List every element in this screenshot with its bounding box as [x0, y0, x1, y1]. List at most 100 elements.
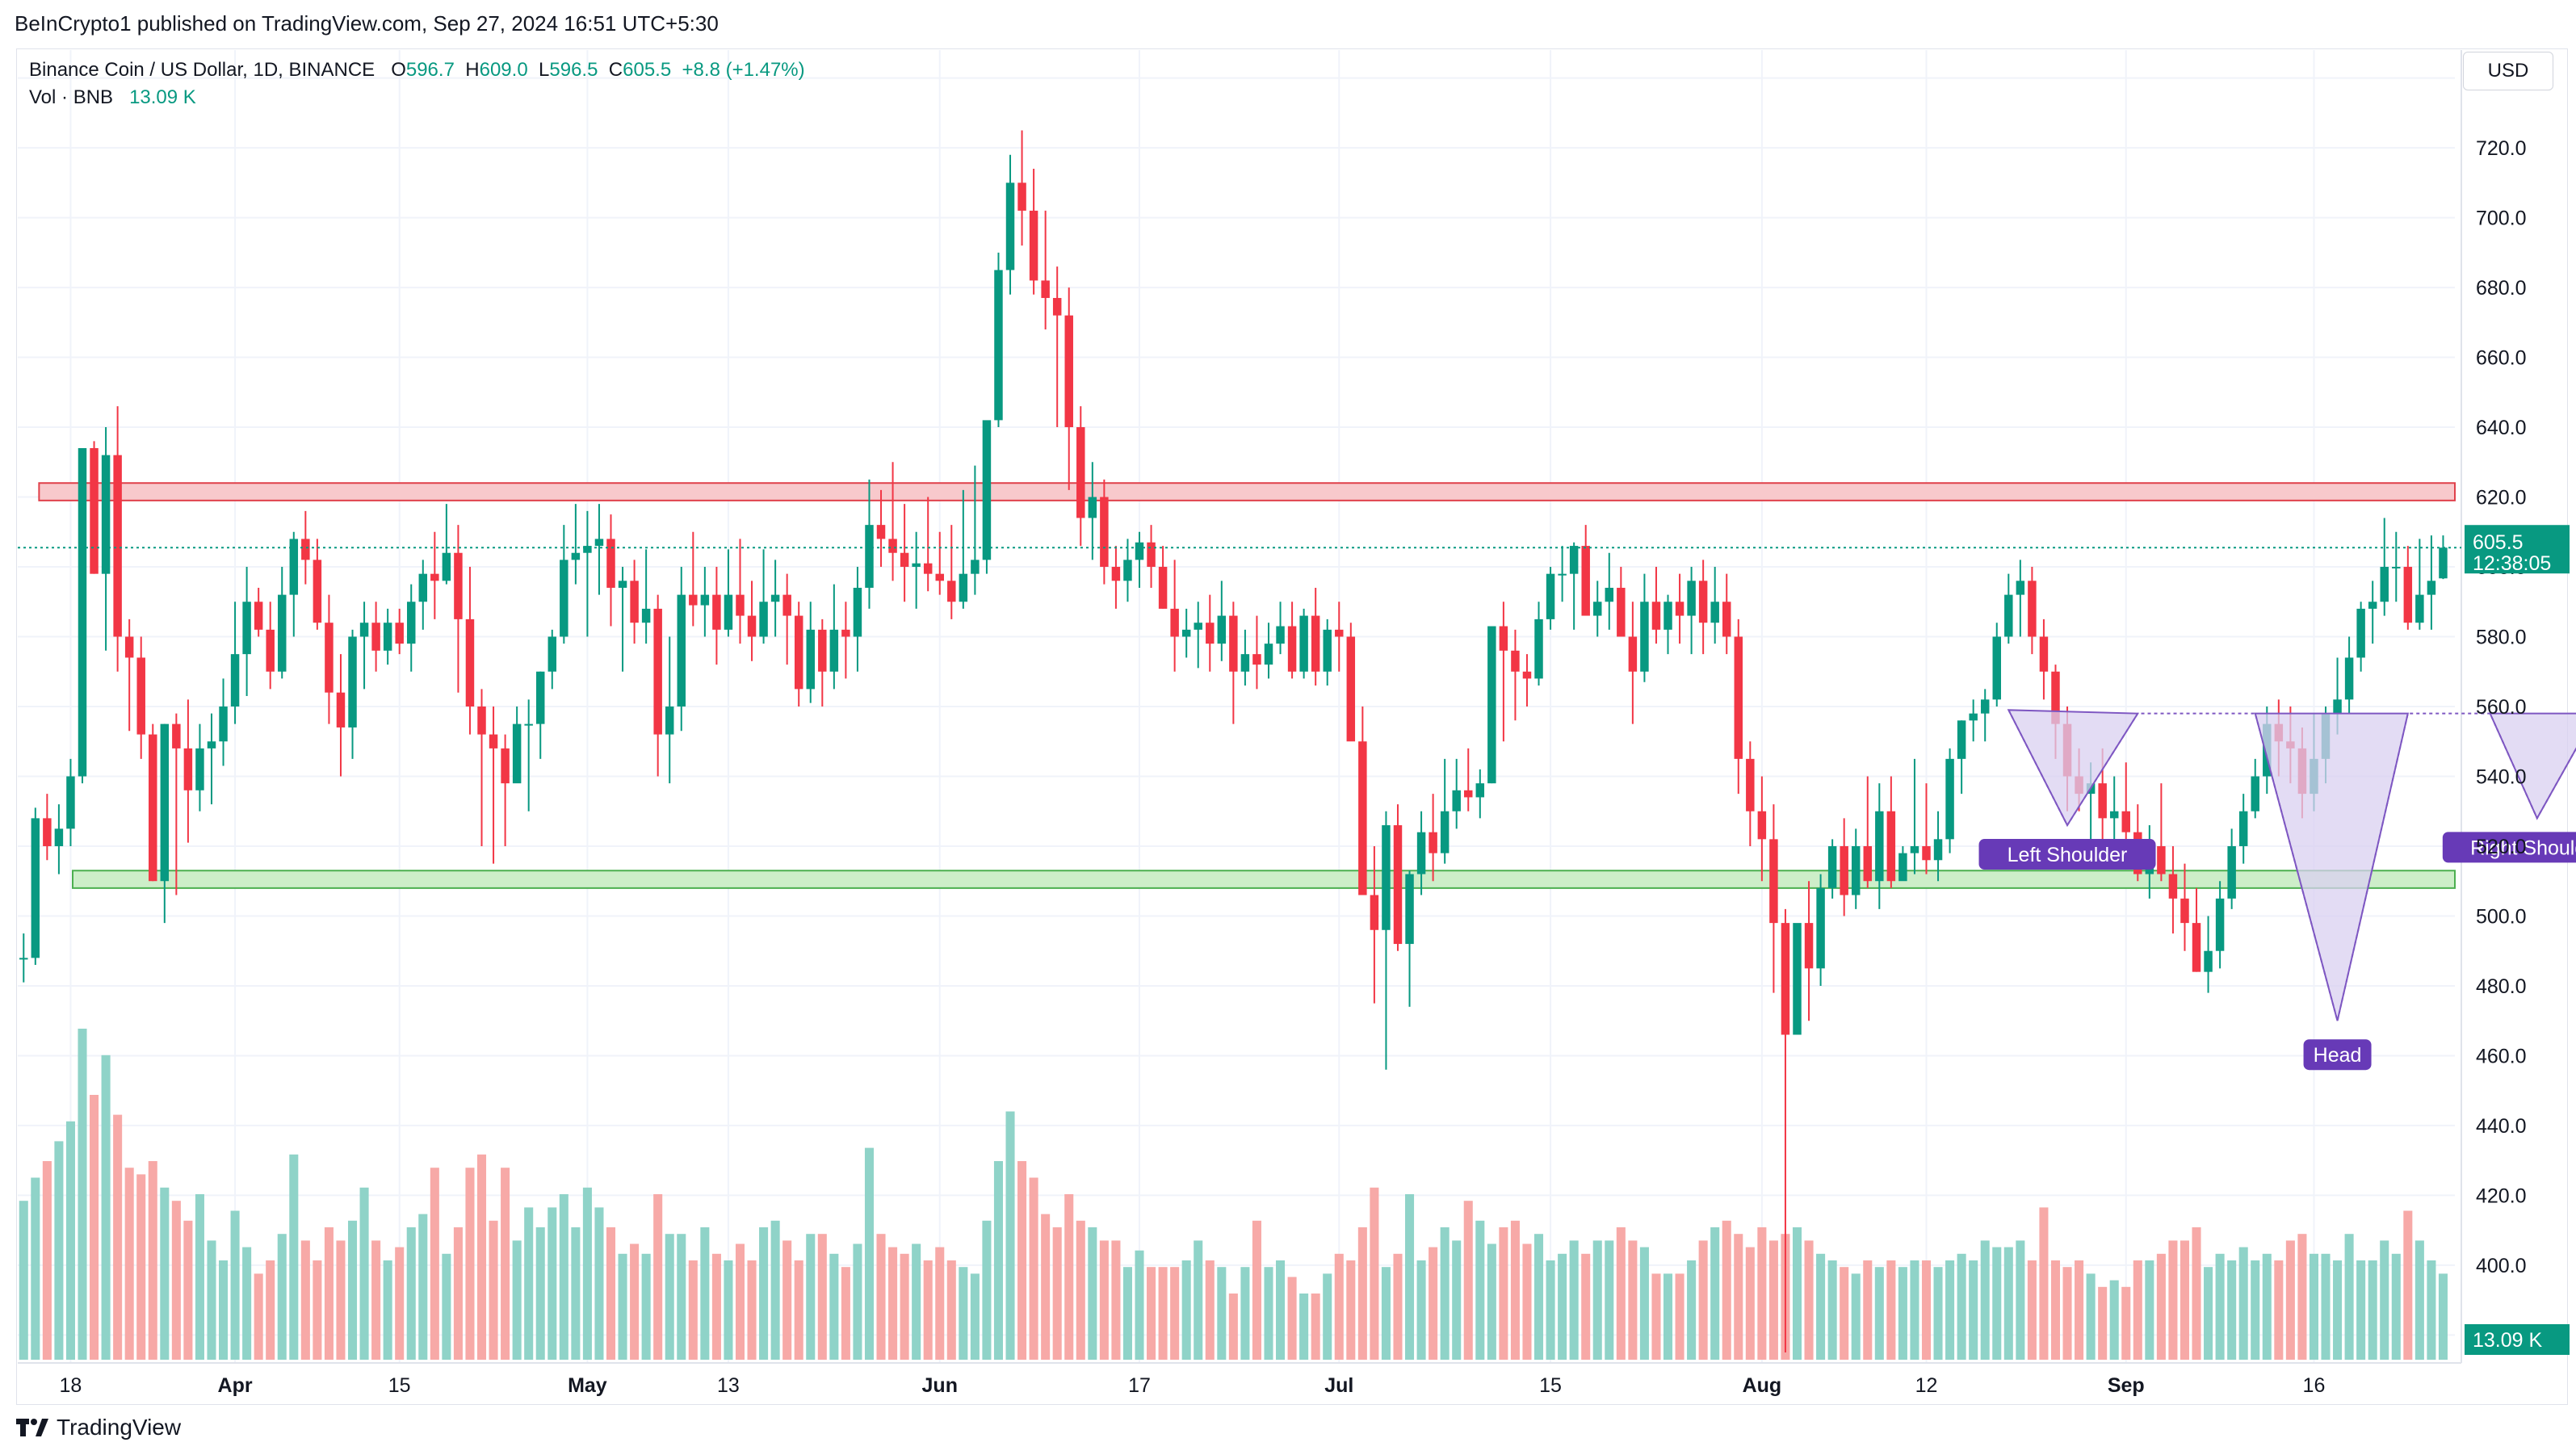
candle-body [548, 636, 557, 672]
volume-bar [1851, 1273, 1861, 1360]
candle-body [712, 594, 721, 630]
candle-body [1170, 608, 1179, 637]
volume-bar [277, 1234, 287, 1360]
volume-bar [313, 1260, 322, 1360]
volume-bar [1675, 1273, 1684, 1360]
volume-bar [1264, 1267, 1273, 1360]
volume-bar [1393, 1253, 1403, 1360]
candle-body [1240, 654, 1250, 672]
candle-body [1605, 587, 1614, 602]
candle-body [630, 581, 639, 623]
candle-body [1558, 573, 1567, 576]
candle-body [747, 615, 757, 637]
candle-body [1651, 602, 1661, 630]
candle-body [325, 623, 334, 693]
volume-bar [1111, 1240, 1121, 1360]
volume-bar [1276, 1260, 1286, 1360]
volume-bar [2121, 1286, 2131, 1360]
volume-bar [2368, 1260, 2377, 1360]
volume-bar [195, 1194, 204, 1360]
volume-bar [1357, 1227, 1367, 1360]
y-tick-label: 660.0 [2476, 347, 2527, 370]
volume-bar [418, 1214, 428, 1360]
volume-bar [2145, 1260, 2154, 1360]
volume-bar [2180, 1240, 2190, 1360]
x-tick-label: May [568, 1374, 607, 1397]
candle-body [1206, 623, 1215, 644]
legend-high: 609.0 [479, 59, 528, 81]
candle-body [1123, 560, 1132, 581]
candle-body [101, 455, 111, 574]
legend-low-label: L [539, 59, 550, 81]
left-shoulder-label-box [1978, 839, 2156, 870]
volume-bar [1910, 1260, 1919, 1360]
volume-bar [1194, 1240, 1203, 1360]
volume-bar [1370, 1187, 1379, 1360]
volume-bar [618, 1253, 627, 1360]
candle-body [1804, 923, 1814, 969]
volume-bar [817, 1234, 827, 1360]
candle-body [512, 723, 522, 784]
volume-bar [1499, 1227, 1508, 1360]
candle-body [2439, 547, 2448, 579]
volume-bar [2050, 1260, 2061, 1360]
volume-bar [535, 1227, 545, 1360]
candle-body [618, 581, 627, 588]
candle-body [535, 671, 545, 724]
candle-body [1863, 845, 1873, 882]
candle-body [1886, 811, 1896, 882]
candle-body [136, 657, 145, 735]
volume-bar [1287, 1277, 1297, 1360]
legend-symbol: Binance Coin / US Dollar, 1D, BINANCE [29, 59, 375, 81]
volume-bar [1605, 1240, 1614, 1360]
volume-bar [54, 1141, 64, 1360]
last-price-value: 605.5 [2473, 531, 2524, 554]
pattern-neckline [2008, 709, 2576, 1021]
volume-bar [2309, 1253, 2318, 1360]
candle-body [594, 539, 604, 547]
volume-bar [324, 1227, 334, 1360]
x-tick-label: Jun [922, 1374, 958, 1397]
candle-body [724, 594, 733, 630]
volume-bar [1768, 1240, 1778, 1360]
volume-bar [2192, 1227, 2201, 1360]
currency-button[interactable]: USD [2463, 52, 2553, 90]
volume-bar [359, 1187, 369, 1360]
candle-body [1980, 699, 1990, 714]
candle-body [853, 587, 862, 637]
volume-bar [347, 1220, 358, 1360]
volume-bar [1099, 1240, 1109, 1360]
candle-body [2016, 581, 2025, 595]
candle-body [1827, 845, 1837, 888]
legend-open-label: O [391, 59, 406, 81]
volume-bar [1346, 1260, 1356, 1360]
volume-bar [430, 1168, 439, 1360]
candle-body [266, 629, 275, 672]
volume-bar [1639, 1247, 1649, 1360]
candle-body [2356, 608, 2365, 658]
candle-body [829, 629, 839, 672]
candle-body [1111, 567, 1121, 581]
volume-bar [1945, 1260, 1955, 1360]
volume-bar [794, 1260, 803, 1360]
resistance-zone [38, 482, 2456, 501]
volume-bar [724, 1260, 733, 1360]
candle-body [782, 594, 791, 616]
volume-bar [982, 1220, 992, 1360]
volume-bar [841, 1267, 850, 1360]
volume-bar [759, 1227, 769, 1360]
candle-body [454, 552, 463, 619]
candle-body [313, 560, 322, 623]
candle-body [219, 707, 228, 742]
candle-body [959, 573, 968, 602]
volume-bar [1558, 1253, 1567, 1360]
volume-bar [1405, 1194, 1415, 1360]
candle-body [2251, 776, 2259, 811]
volume-bar [923, 1260, 933, 1360]
candle-body [2121, 811, 2130, 832]
candle-body [301, 539, 310, 560]
legend-volume-row: Vol · BNB 13.09 K [29, 84, 805, 111]
y-tick-label: 440.0 [2476, 1115, 2527, 1138]
candle-body [689, 594, 698, 606]
